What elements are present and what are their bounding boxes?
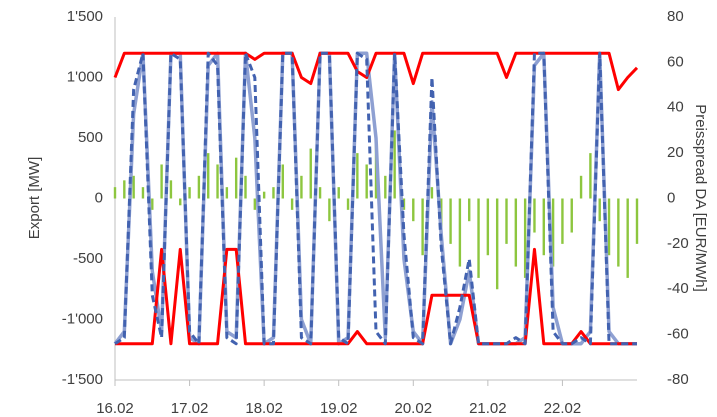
series-line [114,51,637,346]
x-tick-label: 21.02 [469,400,507,417]
y2-tick-label: 60 [667,53,684,70]
series-line [113,51,637,346]
bar [533,198,536,233]
bar [253,198,257,210]
bar [505,198,508,244]
y2-tick-label: -40 [667,280,689,297]
bar [337,187,340,199]
bar [318,187,322,199]
bar [523,198,527,278]
y-tick-label: -500 [73,250,103,267]
bar [561,198,564,244]
x-tick-label: 18.02 [245,400,283,417]
x-tick-label: 22.02 [544,400,582,417]
bar [589,153,592,199]
y-tick-label: 500 [78,129,103,146]
y-tick-label: 0 [95,189,103,206]
bar [179,198,182,206]
y2-tick-label: 40 [667,99,684,116]
bar [262,191,266,199]
bar [617,198,620,267]
bar [598,198,601,222]
bar [468,198,471,222]
bar [402,198,406,210]
bar [607,198,611,256]
bar [300,175,303,199]
y-axis-title: Export [MW] [26,157,43,240]
bar [384,175,387,199]
bar [449,198,452,244]
bar [551,198,555,267]
bar [458,198,462,267]
bar [234,157,238,199]
bar [123,180,126,199]
y2-tick-label: 0 [667,189,675,206]
y-tick-label: -1'500 [62,371,103,388]
bar [225,187,229,199]
bar [635,198,639,244]
x-tick-label: 20.02 [395,400,433,417]
y-tick-label: 1'000 [67,68,103,85]
bar [169,180,173,199]
bar [207,153,210,199]
bar [346,198,350,210]
bar [570,198,573,233]
x-tick-label: 16.02 [96,400,134,417]
bar [514,198,518,267]
bar [486,198,490,256]
y-tick-label: -1'000 [62,310,103,327]
bar [309,148,312,199]
bar [188,187,191,199]
bar [160,164,163,199]
bar [272,187,275,199]
y2-tick-label: -60 [667,326,689,343]
bar [477,198,480,278]
bar [216,164,219,199]
bar [412,198,415,222]
y2-tick-label: -20 [667,235,689,252]
bar [141,187,145,199]
bar [626,198,629,278]
bar [356,153,359,199]
bar [579,175,583,199]
bar [197,175,201,199]
bar [328,198,331,222]
bar [430,187,434,199]
series-line [113,51,639,92]
bar [495,198,499,290]
bar [393,130,396,199]
series-line [115,247,637,346]
y2-tick-label: 80 [667,8,684,25]
x-tick-label: 19.02 [320,400,358,417]
bar [421,198,424,256]
y2-axis-title: Preisspread DA [EUR/MWh] [692,104,709,292]
y-tick-label: 1'500 [67,8,103,25]
bar [290,198,294,210]
bar [281,164,284,199]
bar [244,175,247,199]
bar [365,164,368,199]
x-tick-label: 17.02 [171,400,209,417]
bar [542,198,545,256]
bar [132,175,135,199]
bar [113,187,117,199]
bar [151,198,154,210]
y2-tick-label: -80 [667,371,689,388]
y2-tick-label: 20 [667,144,684,161]
